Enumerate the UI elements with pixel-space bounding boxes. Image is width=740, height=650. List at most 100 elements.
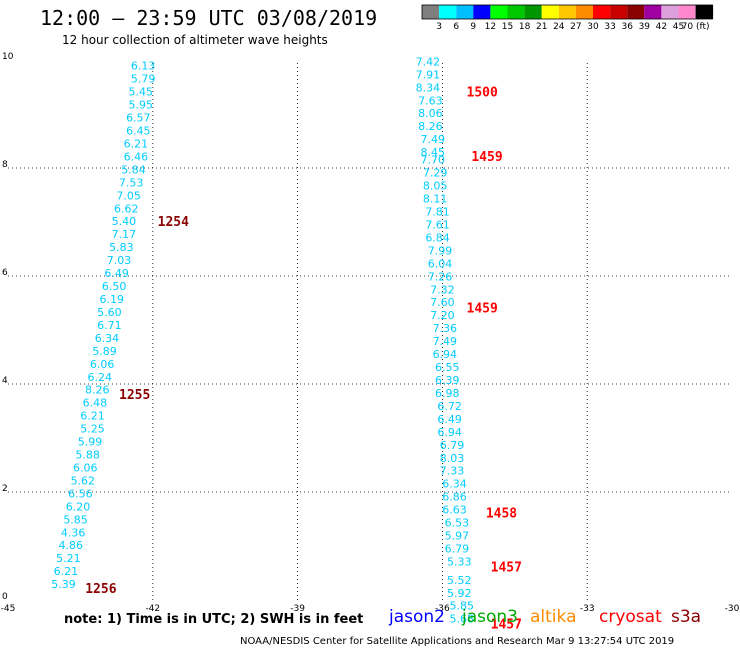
swh-value-label: 7.91 — [416, 68, 441, 81]
swh-value-label: 6.56 — [68, 487, 93, 500]
swh-value-label: 5.45 — [128, 86, 153, 99]
x-tick-label: -39 — [290, 604, 305, 614]
swh-value-label: 6.84 — [425, 231, 450, 244]
swh-value-label: 5.52 — [447, 574, 472, 587]
swh-value-label: 5.95 — [128, 99, 153, 112]
swh-value-label: 7.49 — [420, 133, 445, 146]
swh-value-label: 6.98 — [435, 387, 460, 400]
time-label: 1255 — [119, 388, 150, 403]
swh-value-label: 6.94 — [437, 426, 462, 439]
swh-value-label: 7.17 — [112, 228, 137, 241]
swh-value-label: 8.45 — [420, 146, 445, 159]
colorbar-label: 39 — [639, 22, 651, 32]
colorbar-label: 33 — [604, 22, 615, 32]
swh-value-label: 5.97 — [445, 530, 470, 543]
swh-value-label: 6.06 — [90, 358, 115, 371]
satellite-jason2-label: jason2 — [389, 607, 445, 627]
swh-value-label: 6.49 — [437, 413, 462, 426]
swh-value-label: 5.60 — [97, 306, 122, 319]
swh-value-label: 6.34 — [442, 478, 467, 491]
satellite-s3a-label: s3a — [671, 607, 702, 627]
swh-value-label: 8.26 — [85, 384, 110, 397]
colorbar-swatch — [661, 5, 679, 19]
swh-value-label: 8.06 — [418, 107, 443, 120]
swh-value-label: 5.40 — [112, 215, 137, 228]
colorbar-swatch — [456, 5, 474, 19]
time-label: 1500 — [467, 85, 498, 100]
satellite-jason3-label: jason3 — [462, 607, 518, 627]
colorbar-label: 70 (ft) — [682, 22, 710, 32]
swh-value-label: 7.61 — [425, 218, 450, 231]
y-tick-label: 6 — [2, 268, 8, 278]
swh-value-label: 5.85 — [449, 600, 474, 613]
swh-value-label: 7.29 — [423, 167, 448, 180]
swh-value-label: 7.63 — [418, 94, 443, 107]
y-tick-label: 8 — [2, 160, 8, 170]
colorbar-label: 18 — [519, 22, 531, 32]
colorbar-label: 45 — [673, 22, 684, 32]
chart-subtitle: 12 hour collection of altimeter wave hei… — [62, 33, 328, 47]
x-tick-label: -42 — [145, 604, 160, 614]
y-tick-label: 4 — [2, 376, 8, 386]
colorbar-label: 6 — [453, 22, 459, 32]
swh-value-label: 7.70 — [420, 154, 445, 167]
swh-value-label: 5.84 — [121, 163, 146, 176]
swh-value-label: 6.63 — [442, 504, 467, 517]
swh-value-label: 5.21 — [56, 552, 81, 565]
satellite-altika-label: altika — [530, 607, 577, 627]
swh-value-label: 6.19 — [100, 293, 125, 306]
swh-value-label: 5.33 — [447, 555, 472, 568]
swh-value-label: 6.06 — [73, 461, 98, 474]
swh-value-label: 6.21 — [124, 137, 149, 150]
colorbar-label: 30 — [587, 22, 599, 32]
swh-value-label: 4.36 — [61, 526, 86, 539]
swh-value-label: 5.25 — [80, 423, 105, 436]
x-tick-label: -33 — [580, 604, 595, 614]
swh-value-label: 5.62 — [71, 474, 96, 487]
colorbar-label: 42 — [656, 22, 667, 32]
colorbar-label: 15 — [502, 22, 513, 32]
swh-value-label: 8.05 — [423, 180, 448, 193]
swh-value-label: 6.21 — [80, 410, 105, 423]
y-tick-label: 10 — [2, 52, 14, 62]
swh-value-label: 7.53 — [119, 176, 144, 189]
colorbar-label: 36 — [621, 22, 633, 32]
swh-value-label: 5.89 — [92, 345, 117, 358]
time-label: 1256 — [85, 582, 116, 597]
swh-value-label: 7.60 — [430, 296, 455, 309]
swh-value-label: 6.04 — [428, 257, 453, 270]
swh-value-label: 7.81 — [425, 206, 450, 219]
swh-value-label: 5.39 — [51, 578, 76, 591]
swh-value-label: 6.13 — [131, 60, 156, 73]
swh-value-label: 6.62 — [114, 202, 139, 215]
swh-value-label: 6.57 — [126, 112, 151, 125]
swh-value-label: 4.86 — [58, 539, 83, 552]
swh-value-label: 6.53 — [445, 517, 470, 530]
colorbar-swatch — [473, 5, 491, 19]
swh-value-label: 6.49 — [104, 267, 129, 280]
swh-value-label: 7.03 — [107, 254, 132, 267]
time-label: 1254 — [158, 215, 189, 230]
note-text: note: 1) Time is in UTC; 2) SWH is in fe… — [64, 612, 364, 627]
colorbar-swatch — [593, 5, 611, 19]
x-tick-label: -30 — [725, 604, 740, 614]
time-label: 1459 — [467, 301, 498, 316]
y-tick-label: 0 — [2, 592, 8, 602]
swh-value-label: 7.42 — [416, 55, 441, 68]
swh-value-label: 7.26 — [428, 270, 453, 283]
swh-value-label: 6.79 — [440, 439, 465, 452]
swh-value-label: 6.48 — [83, 397, 108, 410]
swh-value-label: 6.24 — [87, 371, 112, 384]
colorbar-swatch — [422, 5, 440, 19]
x-tick-label: -45 — [1, 604, 16, 614]
time-label: 1457 — [491, 561, 522, 576]
swh-value-label: 5.79 — [131, 73, 156, 86]
swh-value-label: 6.46 — [124, 150, 149, 163]
swh-value-label: 7.32 — [430, 283, 455, 296]
swh-value-label: 5.85 — [63, 513, 88, 526]
swh-value-label: 7.36 — [433, 322, 458, 335]
swh-value-label: 5.99 — [78, 436, 103, 449]
x-tick-label: -36 — [435, 604, 450, 614]
colorbar-label: 27 — [570, 22, 581, 32]
